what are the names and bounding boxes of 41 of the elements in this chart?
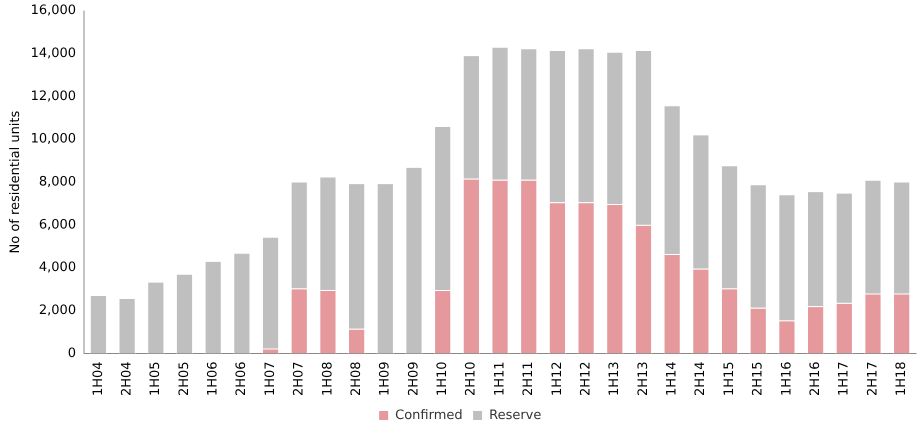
x-tick-label: 2H16 (808, 361, 823, 396)
x-tick-label: 2H15 (750, 361, 766, 396)
x-tick-label: 1H06 (206, 361, 221, 396)
x-tick-label: 2H06 (234, 361, 250, 396)
y-axis-title: No of residential units (8, 110, 24, 254)
x-tick-label: 1H13 (607, 361, 622, 396)
x-tick-label: 2H11 (521, 361, 536, 396)
x-tick-label: 1H07 (262, 361, 278, 396)
x-tick-label: 1H12 (550, 361, 565, 396)
x-tick-label: 2H10 (464, 361, 479, 396)
y-tick-label: 14,000 (30, 46, 76, 61)
x-tick-label: 1H16 (779, 361, 794, 396)
y-tick-label: 12,000 (30, 88, 76, 104)
legend-label: Confirmed (395, 408, 463, 423)
x-tick-label: 1H05 (148, 361, 164, 396)
x-tick-label: 1H04 (90, 361, 106, 396)
x-tick-label: 2H09 (406, 361, 422, 396)
x-tick-label: 2H07 (292, 361, 307, 396)
x-tick-label: 2H04 (119, 361, 134, 396)
y-tick-label: 4,000 (38, 260, 76, 276)
y-tick-label: 0 (68, 346, 76, 361)
x-tick-label: 1H15 (722, 361, 737, 396)
x-tick-label: 2H08 (348, 361, 364, 396)
y-tick-label: 8,000 (38, 174, 76, 190)
y-tick-label: 6,000 (38, 217, 76, 232)
x-tick-label: 2H17 (865, 361, 880, 396)
x-tick-label: 2H05 (176, 361, 192, 396)
x-tick-label: 1H10 (435, 361, 450, 396)
x-tick-label: 1H08 (320, 361, 336, 396)
x-tick-label: 1H14 (664, 361, 680, 396)
y-tick-label: 10,000 (30, 132, 76, 147)
x-tick-label: 1H17 (836, 361, 852, 396)
x-tick-label: 1H09 (378, 361, 393, 396)
x-tick-label: 2H14 (693, 361, 708, 396)
legend-label: Reserve (489, 408, 542, 423)
y-tick-label: 2,000 (38, 302, 76, 318)
x-tick-label: 2H12 (578, 361, 594, 396)
x-tick-label: 1H11 (492, 361, 508, 396)
x-tick-label: 2H13 (636, 361, 651, 396)
y-tick-label: 16,000 (30, 3, 76, 18)
x-tick-label: 1H18 (894, 361, 910, 396)
